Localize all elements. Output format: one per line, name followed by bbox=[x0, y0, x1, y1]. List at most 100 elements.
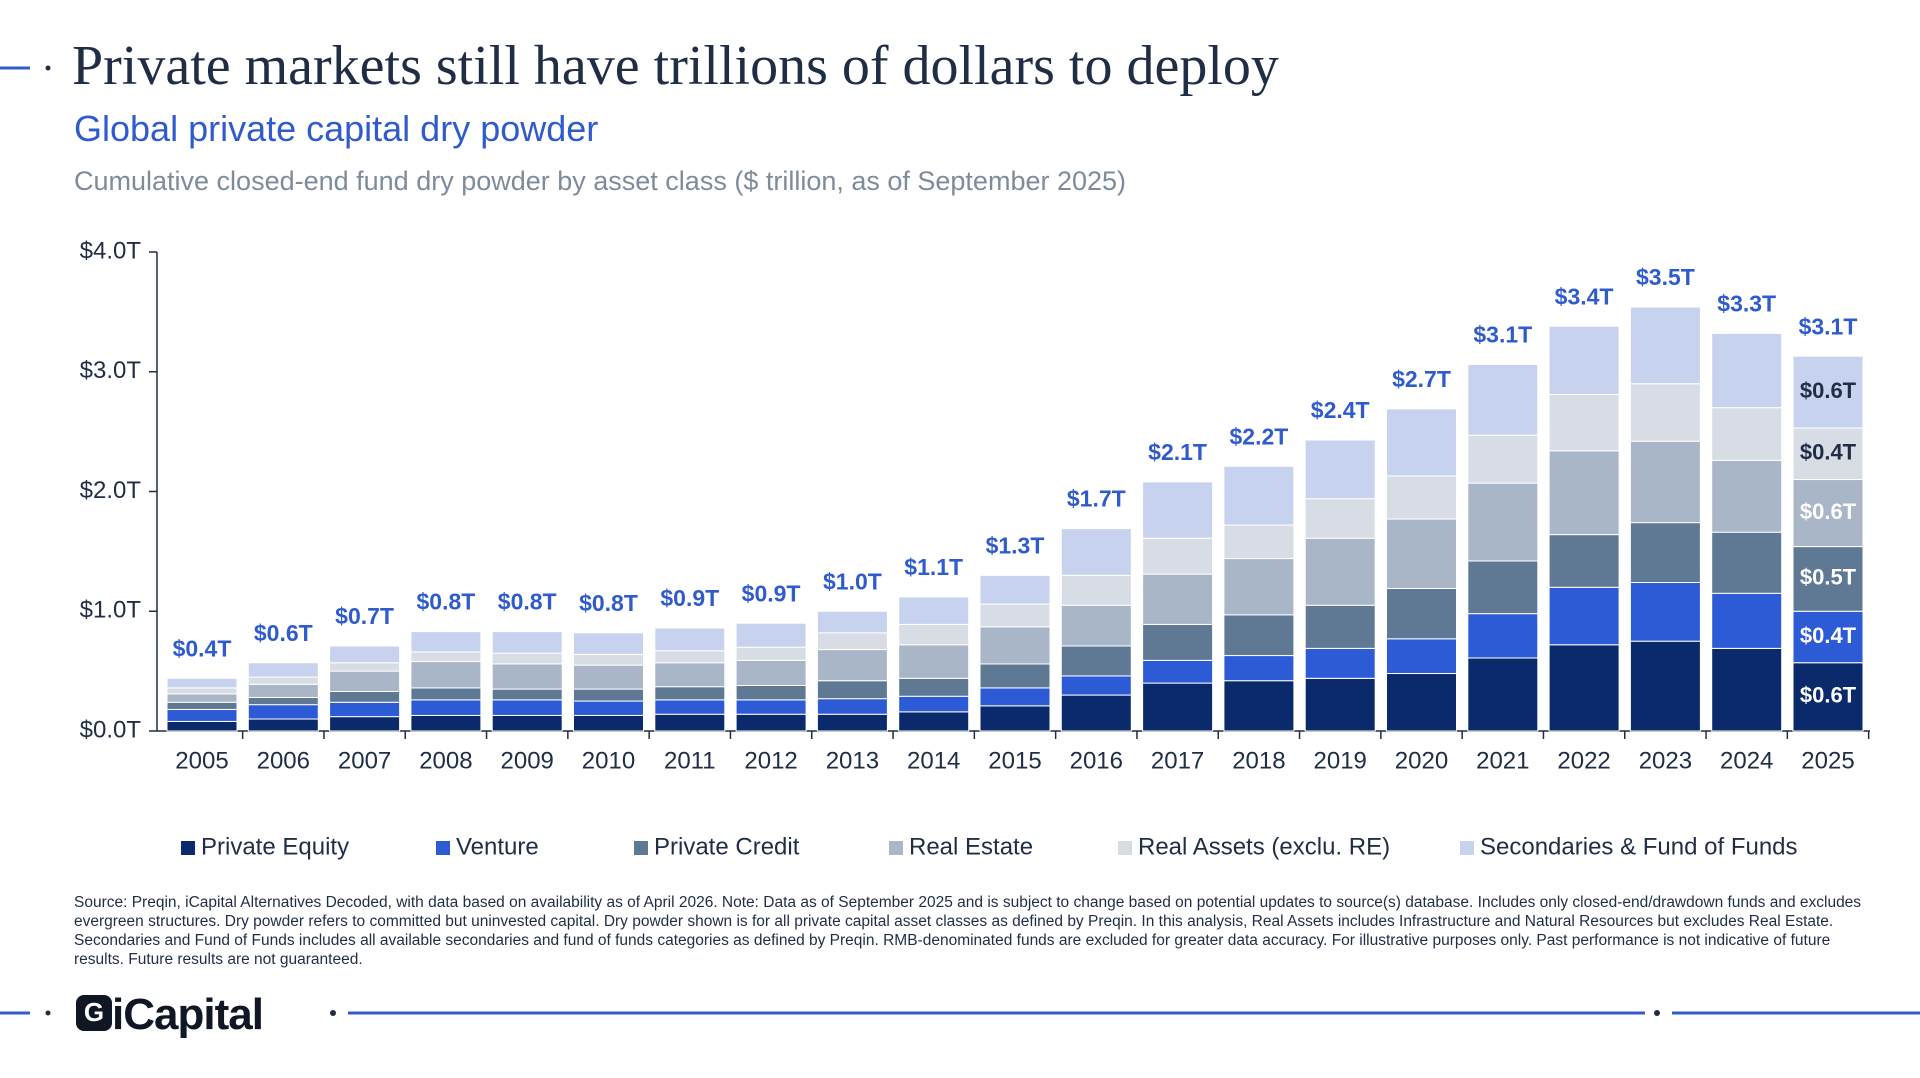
bar-segment bbox=[1467, 657, 1539, 732]
bar-segment bbox=[1548, 586, 1620, 646]
bar-segment bbox=[166, 720, 238, 732]
x-tick-label: 2009 bbox=[501, 747, 554, 774]
bar-segment bbox=[166, 701, 238, 710]
total-label: $0.7T bbox=[335, 603, 394, 629]
x-tick-label: 2015 bbox=[988, 747, 1041, 774]
bar-segment bbox=[1386, 638, 1457, 675]
bar-segment bbox=[1548, 450, 1620, 536]
x-tick-label: 2021 bbox=[1476, 747, 1529, 774]
bar-segment bbox=[1142, 481, 1214, 539]
bar-segment bbox=[329, 645, 401, 664]
x-tick-label: 2005 bbox=[175, 747, 228, 774]
bar-segment bbox=[1629, 383, 1701, 442]
bar-segment bbox=[898, 711, 970, 732]
total-label: $2.4T bbox=[1311, 397, 1370, 423]
bar-segment bbox=[1792, 610, 1864, 664]
legend-label: Private Equity bbox=[201, 833, 349, 860]
bar-segment bbox=[166, 708, 238, 722]
bar-segment bbox=[1223, 558, 1295, 616]
bar-segment bbox=[1792, 662, 1864, 732]
bar-segment bbox=[329, 716, 401, 732]
legend-label: Venture bbox=[456, 833, 539, 860]
segment-label: $0.6T bbox=[1800, 378, 1857, 403]
bar-segment bbox=[1711, 332, 1783, 409]
x-tick-label: 2011 bbox=[664, 747, 716, 774]
bar-segment bbox=[1223, 655, 1295, 682]
bar-segment bbox=[1223, 524, 1295, 560]
x-tick-label: 2024 bbox=[1720, 747, 1773, 774]
bar-segment bbox=[1223, 614, 1295, 657]
bar-segment bbox=[979, 603, 1051, 628]
x-tick-label: 2010 bbox=[582, 747, 635, 774]
bar-segment bbox=[410, 687, 482, 701]
bar-segment bbox=[247, 704, 319, 720]
bar-segment bbox=[1386, 673, 1457, 732]
bar-segment bbox=[898, 677, 970, 697]
total-label: $0.9T bbox=[660, 585, 719, 611]
segment-label: $0.6T bbox=[1800, 499, 1857, 524]
legend-label: Real Estate bbox=[909, 833, 1033, 860]
bar-segment bbox=[979, 687, 1051, 707]
bar-segment bbox=[1386, 587, 1457, 640]
bar-segment bbox=[1060, 604, 1132, 647]
x-tick-label: 2017 bbox=[1151, 747, 1204, 774]
x-tick-label: 2020 bbox=[1395, 747, 1448, 774]
segment-label: $0.6T bbox=[1800, 683, 1857, 708]
total-label: $1.0T bbox=[823, 568, 882, 594]
accent-dot bbox=[45, 65, 51, 71]
bar-segment bbox=[1142, 573, 1214, 625]
x-tick-label: 2007 bbox=[338, 747, 391, 774]
bar-segment bbox=[1629, 522, 1701, 584]
total-label: $1.3T bbox=[986, 532, 1045, 558]
x-tick-label: 2012 bbox=[744, 747, 797, 774]
total-label: $0.8T bbox=[579, 590, 638, 616]
bar-segment bbox=[1548, 325, 1620, 396]
bar-segment bbox=[735, 713, 807, 732]
total-label: $1.1T bbox=[904, 554, 963, 580]
bar-segment bbox=[1304, 537, 1376, 606]
legend-swatch bbox=[436, 841, 450, 855]
subtitle: Global private capital dry powder bbox=[74, 108, 599, 149]
bar-segment bbox=[1304, 677, 1376, 732]
bar-segment bbox=[573, 653, 644, 666]
bar-segment bbox=[898, 596, 970, 625]
bar-segment bbox=[1548, 644, 1620, 732]
bar-segment bbox=[1060, 645, 1132, 677]
bar-segment bbox=[1060, 675, 1132, 696]
total-label: $3.5T bbox=[1636, 264, 1695, 290]
bar-segment bbox=[1060, 574, 1132, 606]
bar-segment bbox=[491, 631, 563, 654]
x-tick-label: 2023 bbox=[1639, 747, 1692, 774]
total-label: $2.7T bbox=[1392, 366, 1451, 392]
footer-dot bbox=[45, 1010, 51, 1016]
chart: $0.0T $1.0T $2.0T $3.0T $4.0T 2005 $0.4T 2006 $0… bbox=[80, 237, 1870, 860]
x-tick-label: 2018 bbox=[1232, 747, 1285, 774]
bar-segment bbox=[1629, 582, 1701, 642]
bar-segment bbox=[898, 623, 970, 646]
y-tick-label: $3.0T bbox=[80, 357, 142, 384]
bar-segment bbox=[1711, 407, 1783, 461]
bar-segment bbox=[979, 663, 1051, 689]
logo: iCapital bbox=[112, 990, 264, 1039]
legend-swatch bbox=[1118, 841, 1132, 855]
bar-segment bbox=[1629, 306, 1701, 385]
title: Private markets still have trillions of … bbox=[72, 35, 1279, 97]
bar-segment bbox=[1548, 394, 1620, 452]
bar-segment bbox=[1792, 427, 1864, 481]
bar-segment bbox=[410, 714, 482, 732]
total-label: $0.6T bbox=[254, 620, 313, 646]
x-tick-label: 2006 bbox=[257, 747, 310, 774]
bar-segment bbox=[816, 698, 888, 715]
total-label: $0.8T bbox=[416, 589, 475, 615]
bar-segment bbox=[491, 652, 563, 665]
bar-segment bbox=[654, 662, 726, 688]
bar-segment bbox=[491, 688, 563, 701]
total-label: $0.9T bbox=[742, 580, 801, 606]
footer-dot bbox=[330, 1010, 336, 1016]
x-tick-label: 2016 bbox=[1070, 747, 1123, 774]
bar-segment bbox=[1792, 479, 1864, 548]
bar-segment bbox=[247, 696, 319, 706]
x-tick-label: 2014 bbox=[907, 747, 960, 774]
bar-segment bbox=[979, 574, 1051, 605]
